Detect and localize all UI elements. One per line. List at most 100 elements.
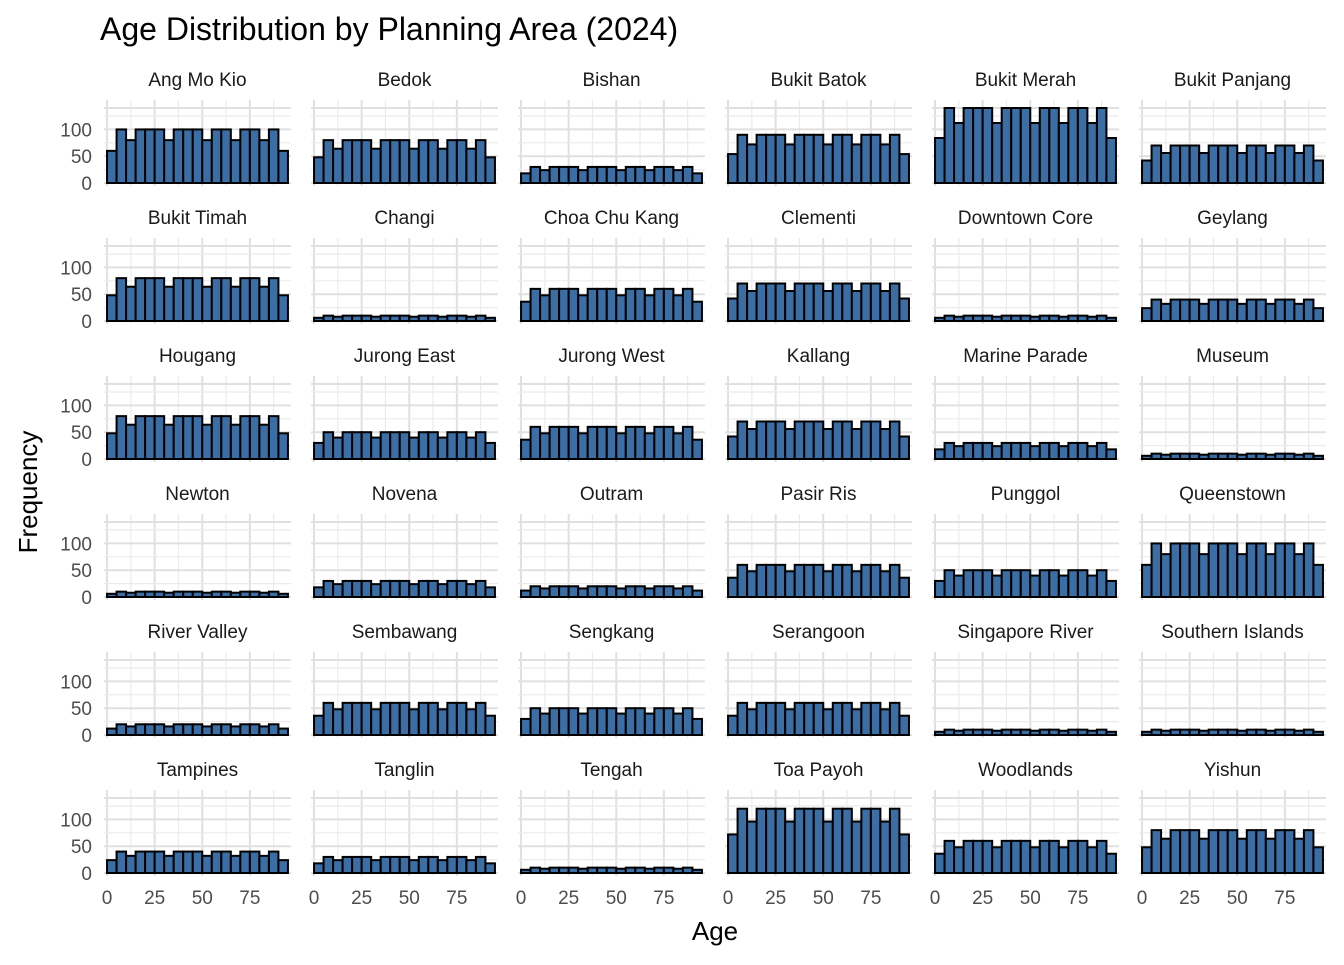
histogram-bar: [1198, 453, 1210, 461]
histogram-bar: [841, 807, 853, 875]
histogram-bar: [1000, 441, 1013, 460]
histogram-bar: [455, 855, 468, 875]
facet-panel: Downtown Core: [932, 208, 1119, 324]
histogram-bar: [106, 432, 118, 460]
histogram-bar: [860, 807, 872, 875]
histogram-bar: [1067, 107, 1079, 184]
histogram-bar: [1019, 569, 1032, 599]
histogram-bar: [879, 428, 891, 460]
histogram-bar: [258, 423, 270, 461]
x-tick-label: 50: [1020, 888, 1041, 909]
histogram-bar: [567, 425, 580, 461]
histogram-bar: [755, 701, 768, 736]
histogram-bar: [446, 855, 458, 875]
histogram-bar: [888, 420, 901, 460]
histogram-bar: [1188, 452, 1201, 460]
histogram-bar: [427, 139, 439, 184]
y-tick-label: 50: [71, 147, 92, 168]
histogram-bar: [888, 282, 901, 322]
histogram-bar: [1226, 452, 1239, 460]
histogram-bar: [389, 431, 401, 461]
histogram-bar: [408, 859, 420, 875]
facet-title: Bukit Panjang: [1174, 70, 1291, 91]
facet-panel: Hougang 0 50 100: [60, 346, 291, 471]
histogram-bar: [1283, 452, 1296, 460]
histogram-bar: [484, 714, 496, 737]
histogram-bar: [1245, 298, 1258, 323]
histogram-bar: [182, 850, 194, 874]
histogram-bar: [163, 423, 175, 461]
histogram-bar: [1274, 542, 1286, 599]
histogram-bar: [812, 563, 825, 598]
histogram-bar: [360, 431, 373, 461]
histogram-bar: [634, 707, 646, 737]
histogram-bar: [1236, 553, 1248, 599]
histogram-bar: [427, 431, 439, 461]
y-tick-label: 100: [60, 534, 92, 555]
histogram-bar: [672, 587, 684, 599]
histogram-bar: [446, 701, 458, 736]
histogram-bar: [991, 574, 1003, 598]
histogram-bar: [615, 867, 627, 875]
histogram-bar: [398, 701, 411, 736]
histogram-bar: [860, 420, 872, 460]
histogram-bar: [1000, 839, 1013, 874]
histogram-bar: [322, 855, 335, 875]
histogram-bar: [220, 415, 232, 460]
y-tick-label: 50: [71, 561, 92, 582]
histogram-bar: [153, 590, 166, 599]
histogram-bar: [322, 139, 335, 184]
histogram-bar: [465, 708, 477, 736]
histogram-bar: [755, 282, 768, 322]
histogram-bar: [360, 855, 373, 875]
x-tick-label: 75: [446, 888, 467, 909]
histogram-bar: [586, 707, 599, 737]
histogram-bar: [144, 415, 156, 460]
facet-title: Southern Islands: [1161, 622, 1304, 643]
facet-title: Choa Chu Kang: [544, 208, 679, 229]
histogram-bar: [577, 712, 589, 736]
x-tick-label: 50: [192, 888, 213, 909]
histogram-bar: [972, 839, 984, 874]
histogram-bar: [1207, 829, 1220, 875]
histogram-bar: [1198, 302, 1210, 323]
x-tick-label: 75: [653, 888, 674, 909]
histogram-bar: [879, 820, 891, 874]
histogram-bar: [427, 579, 439, 599]
histogram-bar: [1293, 302, 1305, 323]
histogram-bar: [1255, 542, 1267, 599]
histogram-bar: [793, 807, 806, 875]
histogram-bar: [1169, 829, 1182, 875]
histogram-bar: [1255, 728, 1267, 737]
histogram-bar: [134, 590, 147, 599]
histogram-bar: [539, 712, 551, 736]
histogram-bar: [898, 435, 910, 460]
histogram-bar: [774, 701, 787, 736]
histogram-bar: [1086, 846, 1098, 874]
histogram-bar: [1255, 298, 1267, 323]
histogram-bar: [1076, 107, 1089, 184]
histogram-bar: [1302, 452, 1315, 460]
histogram-bar: [567, 165, 580, 185]
histogram-bar: [1029, 122, 1041, 184]
histogram-bar: [1293, 152, 1305, 184]
histogram-bar: [115, 850, 128, 874]
histogram-bar: [191, 850, 204, 874]
histogram-bar: [1302, 728, 1315, 737]
histogram-bar: [943, 839, 956, 874]
histogram-bar: [115, 128, 128, 185]
histogram-bar: [567, 707, 580, 737]
histogram-bar: [389, 579, 401, 599]
histogram-bar: [841, 701, 853, 736]
histogram-bar: [370, 436, 382, 461]
histogram-bar: [313, 156, 325, 185]
histogram-bar: [567, 866, 580, 875]
histogram-bar: [803, 420, 815, 460]
histogram-bar: [341, 855, 354, 875]
histogram-bar: [1283, 728, 1296, 737]
facet-title: Geylang: [1197, 208, 1268, 229]
histogram-bar: [662, 866, 675, 875]
y-tick-label: 100: [60, 120, 92, 141]
histogram-bar: [474, 139, 487, 184]
histogram-bar: [577, 294, 589, 322]
